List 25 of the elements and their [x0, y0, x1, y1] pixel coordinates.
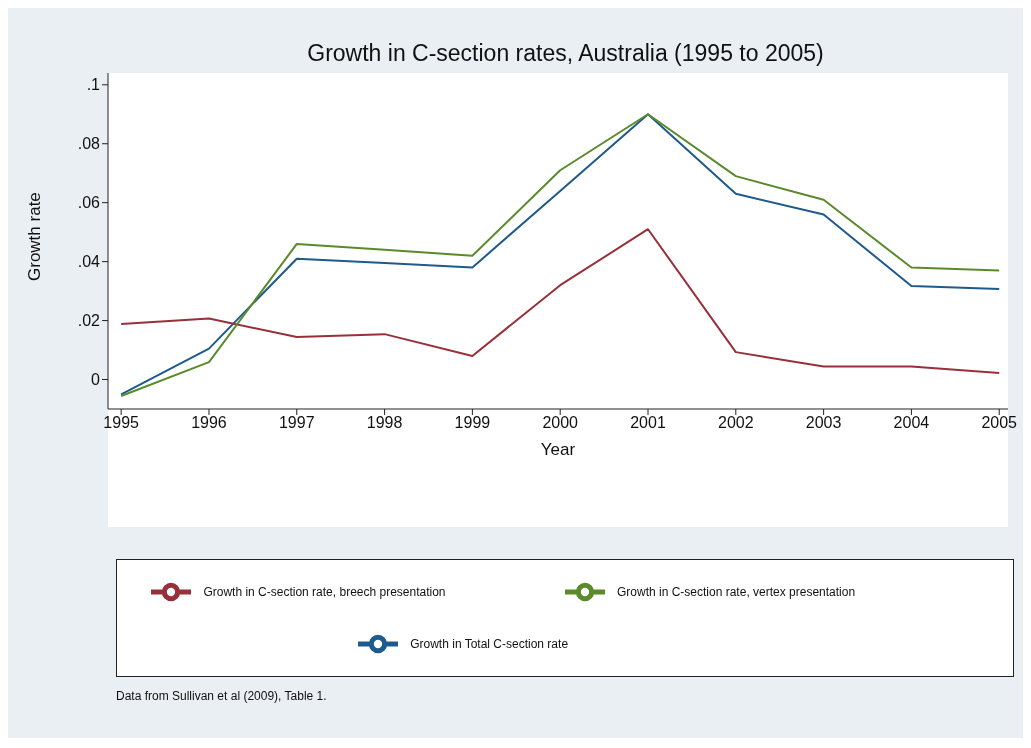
x-tick-label: 1995 — [103, 414, 140, 432]
x-axis-title: Year — [540, 440, 576, 459]
y-tick-label: .04 — [77, 253, 101, 271]
x-tick-label: 1996 — [191, 414, 227, 432]
y-tick-label: .02 — [77, 312, 101, 330]
x-tick-label: 2000 — [542, 414, 579, 432]
legend-label: Growth in C-section rate, breech presentation — [203, 585, 446, 600]
y-axis-title: Growth rate — [25, 192, 45, 281]
x-tick-label: 2003 — [805, 414, 842, 432]
x-tick-label: 1998 — [366, 414, 403, 432]
y-tick-label: .08 — [77, 135, 101, 153]
y-tick-label: .06 — [77, 194, 101, 212]
legend-label: Growth in C-section rate, vertex presentation — [617, 585, 856, 600]
line-series — [120, 228, 1001, 375]
y-tick-label: .1 — [86, 76, 101, 94]
x-tick-label: 2002 — [718, 414, 754, 432]
legend-label: Growth in Total C-section rate — [410, 637, 569, 652]
text: Data from Sullivan et al (2009), Table 1. — [116, 689, 328, 703]
chart-title: Growth in C-section rates, Australia (1995 to 2005) — [306, 39, 825, 67]
x-tick-label: 2001 — [630, 414, 666, 432]
x-tick-label: 2004 — [893, 414, 930, 432]
x-tick-label: 1997 — [278, 414, 315, 432]
x-tick-label: 2005 — [981, 414, 1018, 432]
y-tick-label: 0 — [91, 371, 101, 389]
x-tick-label: 1999 — [454, 414, 491, 432]
